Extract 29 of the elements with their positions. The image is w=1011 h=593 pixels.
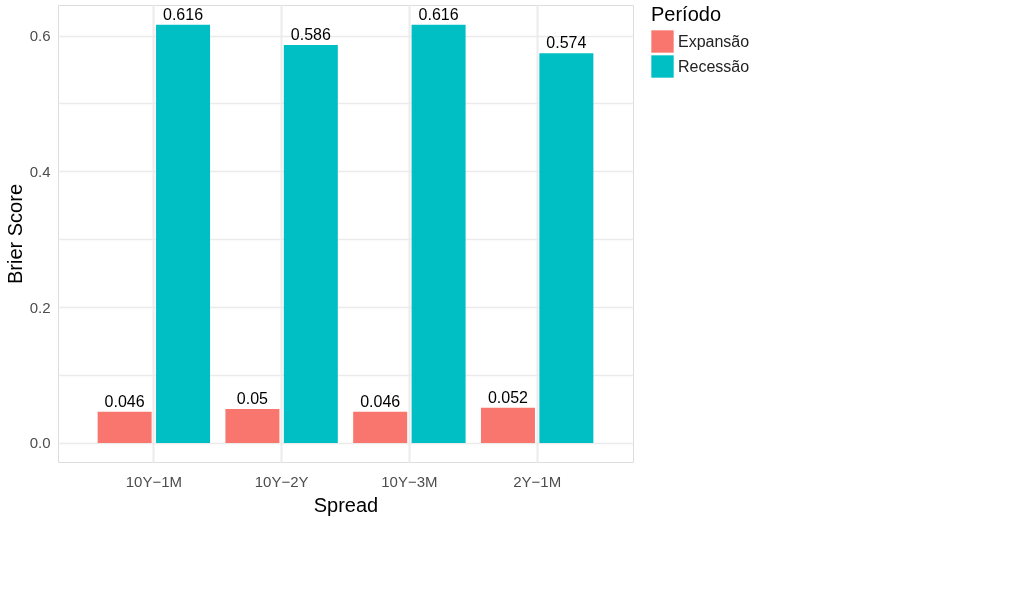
legend-label: Expansão (678, 32, 750, 50)
legend-title: Período (651, 3, 722, 25)
bar (97, 411, 152, 443)
x-tick-label: 10Y−3M (381, 472, 438, 490)
y-axis-title: Brier Score (3, 183, 26, 285)
data-label: 0.05 (236, 390, 269, 408)
bar (411, 24, 466, 443)
x-tick-label: 10Y−1M (125, 472, 182, 490)
bar (156, 24, 211, 443)
y-tick-label: 0.6 (29, 27, 51, 45)
x-tick-label: 10Y−2Y (254, 472, 309, 490)
bar (539, 53, 594, 443)
x-axis-title: Spread (313, 493, 379, 516)
bar (283, 45, 338, 443)
y-tick-label: 0.0 (29, 434, 51, 452)
x-tick-label: 2Y−1M (513, 472, 562, 490)
data-label: 0.574 (546, 34, 587, 52)
data-label: 0.046 (360, 392, 401, 410)
data-label: 0.586 (290, 26, 331, 44)
y-tick-label: 0.2 (29, 298, 51, 316)
data-label: 0.616 (418, 5, 459, 23)
bar (480, 407, 535, 443)
data-label: 0.616 (163, 5, 204, 23)
y-tick-label: 0.4 (29, 162, 51, 180)
bar (353, 411, 408, 443)
data-label: 0.046 (104, 392, 145, 410)
data-label: 0.052 (487, 388, 529, 406)
legend-label: Recessão (678, 57, 750, 75)
bar (225, 409, 280, 443)
